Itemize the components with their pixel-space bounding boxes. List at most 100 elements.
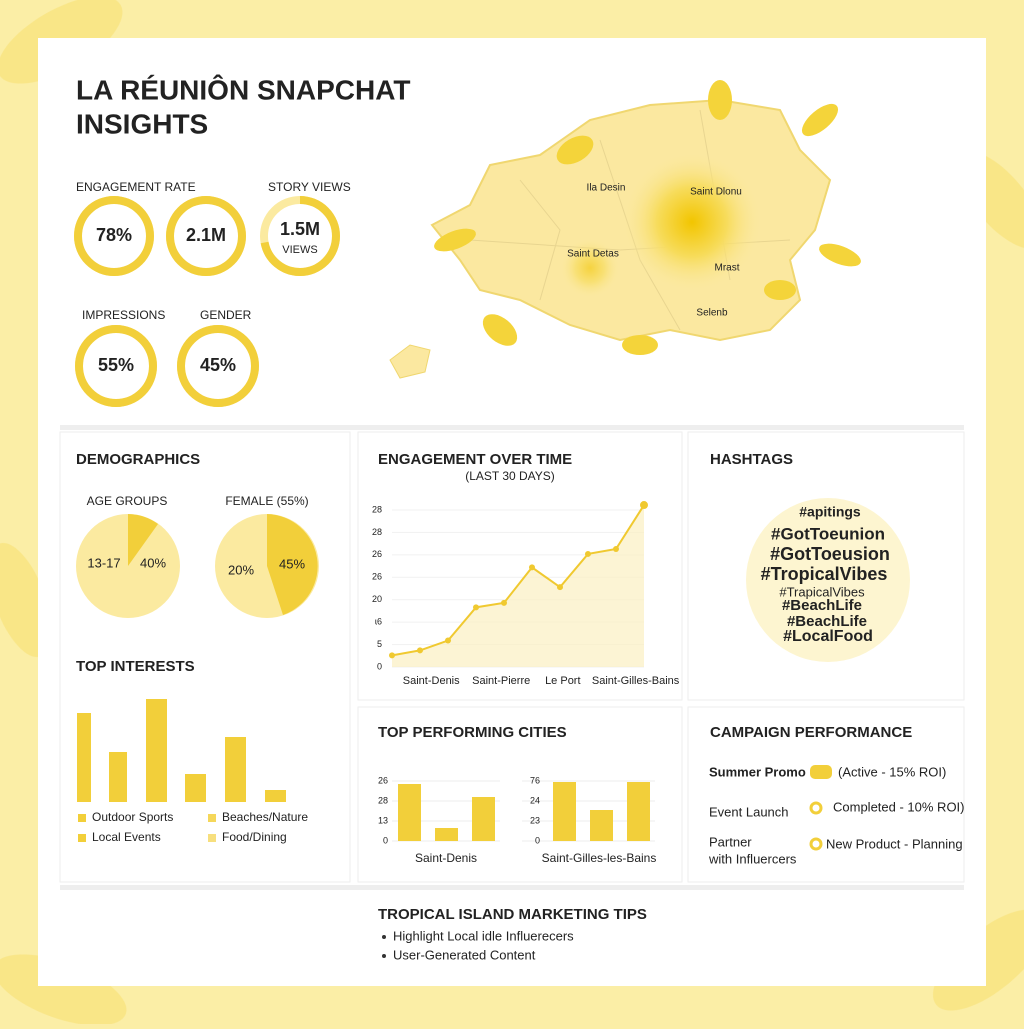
legend-swatch (78, 834, 86, 842)
campaign-name: Event Launch (709, 804, 789, 819)
point (613, 546, 619, 553)
title: LA RÉUNIÔN SNAPCHAT (76, 73, 410, 105)
bar (109, 752, 127, 802)
y-tick-label: 20 (372, 594, 382, 604)
leaf (708, 80, 732, 120)
section-title: TOP PERFORMING CITIES (378, 724, 567, 741)
leaf (801, 103, 839, 137)
y-tick-label: 5 (377, 639, 382, 649)
pie-slice (128, 514, 158, 566)
kpi-label: GENDER (200, 308, 252, 322)
y-tick-label: 13 (378, 815, 388, 825)
kpi-value: 1.5M (280, 219, 320, 239)
y-tick-label: 28 (378, 795, 388, 805)
map-label: Selenb (696, 308, 728, 319)
bar (435, 828, 458, 841)
map-label: Mrast (715, 263, 740, 274)
y-tick-label: 26 (372, 572, 382, 582)
campaign-name: with Influercers (708, 851, 797, 866)
bar (77, 713, 91, 802)
kpi-label: ENGAGEMENT RATE (76, 180, 196, 194)
kpi-value: 55% (98, 355, 134, 375)
ring (75, 325, 157, 407)
x-tick-label: Saint-Denis (403, 675, 460, 687)
leaf (0, 542, 52, 658)
bar (225, 737, 246, 802)
pie-slice (267, 514, 318, 615)
map-leaves (434, 80, 861, 355)
point (389, 652, 395, 659)
kpi-value: 2.1M (186, 225, 226, 245)
bar (553, 782, 576, 841)
ring (74, 196, 154, 276)
y-tick-label: 0 (535, 835, 540, 845)
legend-label: Beaches/Nature (222, 810, 308, 824)
y-tick-label: 28 (372, 527, 382, 537)
x-tick-label: Saint-Pierre (472, 675, 530, 687)
legend-swatch (208, 814, 216, 822)
leaf (482, 314, 518, 346)
heat-spot (560, 238, 620, 298)
bullet (382, 935, 386, 939)
y-tick-label: 24 (530, 795, 540, 805)
age-pie (76, 514, 180, 618)
section-title: CAMPAIGN PERFORMANCE (710, 724, 912, 741)
cloud-bg (746, 498, 910, 662)
tip: User-Generated Content (393, 947, 536, 962)
chart-subtitle: (LAST 30 DAYS) (465, 469, 555, 483)
bar (398, 784, 421, 841)
kpi-label: IMPRESSIONS (82, 308, 165, 322)
section-title: TOP INTERESTS (76, 658, 195, 675)
point (501, 599, 507, 606)
legend-label: Outdoor Sports (92, 810, 173, 824)
y-tick-label: ɩ6 (375, 617, 382, 627)
hashtag: #apitings (799, 504, 861, 520)
leaf (819, 243, 861, 267)
y-tick-label: 23 (530, 815, 540, 825)
legend-swatch (78, 814, 86, 822)
bar (146, 699, 167, 802)
pie-label: 13-17 (87, 555, 120, 570)
point (585, 550, 591, 557)
title: INSIGHTS (76, 108, 208, 139)
x-tick-label: Saint-Gilles-Bains (592, 675, 680, 687)
tip: Highlight Local idle Influerecers (393, 928, 574, 943)
section-title: DEMOGRAPHICS (76, 451, 200, 468)
hashtag: #LocalFood (783, 628, 873, 645)
status-icon (810, 765, 832, 779)
x-label: Saint-Denis (415, 851, 477, 865)
kpi-value: 45% (200, 355, 236, 375)
female-pie (215, 514, 319, 618)
pie-label: 40% (140, 555, 166, 570)
panel (687, 706, 965, 883)
hashtag: #GotToeusion (770, 544, 890, 564)
bar (627, 782, 650, 841)
campaign-status: New Product - Planning (826, 836, 963, 851)
campaign-name: Partner (709, 834, 752, 849)
y-tick-label: 26 (372, 549, 382, 559)
y-tick-label: 26 (378, 775, 388, 785)
legend-label: Food/Dining (222, 830, 287, 844)
point (640, 501, 648, 510)
campaign-status: (Active - 15% ROI) (838, 764, 946, 779)
leaf (622, 335, 658, 355)
point (529, 564, 535, 571)
pie-label: 45% (279, 556, 305, 571)
legend-label: Local Events (92, 830, 161, 844)
map-label: Saint Dlonu (690, 187, 742, 198)
ring (177, 325, 259, 407)
divider (60, 425, 964, 430)
islet (389, 344, 431, 379)
section-title: HASHTAGS (710, 451, 793, 468)
hashtag: #TrapicalVibes (779, 584, 865, 599)
bar (590, 810, 613, 841)
status-icon (809, 837, 823, 851)
chart-title: ENGAGEMENT OVER TIME (378, 451, 572, 468)
kpi-sublabel: VIEWS (282, 244, 317, 256)
x-tick-label: Le Port (545, 675, 580, 687)
y-tick-label: 0 (377, 661, 382, 671)
bar (185, 774, 206, 802)
map-label: Saint Detas (567, 249, 619, 260)
